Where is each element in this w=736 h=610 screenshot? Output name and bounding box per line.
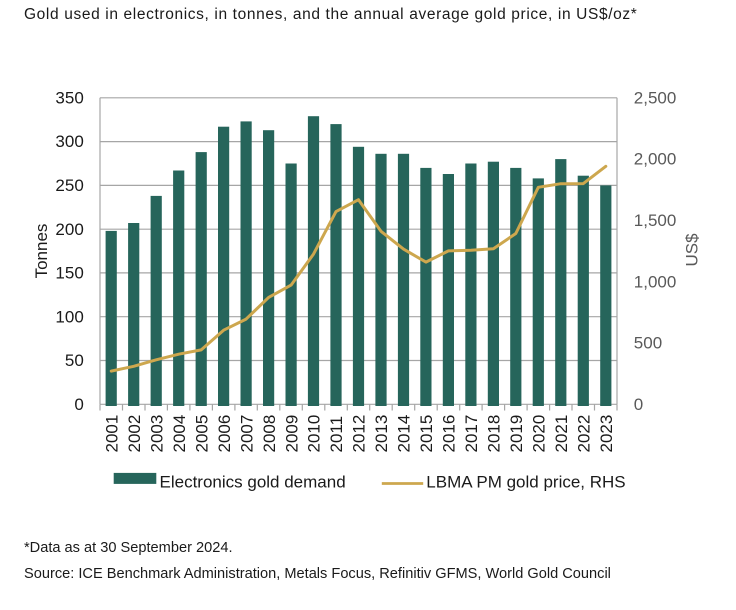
svg-text:300: 300 xyxy=(55,132,83,151)
svg-text:2013: 2013 xyxy=(372,415,391,453)
svg-text:2006: 2006 xyxy=(215,415,234,453)
svg-text:100: 100 xyxy=(55,307,83,326)
svg-text:2,500: 2,500 xyxy=(634,88,677,107)
svg-text:2023: 2023 xyxy=(597,415,616,453)
svg-text:2017: 2017 xyxy=(462,415,481,453)
svg-text:250: 250 xyxy=(55,176,83,195)
svg-text:LBMA PM gold price, RHS: LBMA PM gold price, RHS xyxy=(426,473,625,492)
svg-text:150: 150 xyxy=(55,264,83,283)
svg-text:0: 0 xyxy=(634,395,643,414)
svg-text:2020: 2020 xyxy=(530,415,549,453)
svg-text:2016: 2016 xyxy=(440,415,459,453)
svg-text:Tonnes: Tonnes xyxy=(32,224,51,279)
svg-text:200: 200 xyxy=(55,220,83,239)
svg-text:2015: 2015 xyxy=(417,415,436,453)
svg-text:2010: 2010 xyxy=(305,415,324,453)
svg-text:2012: 2012 xyxy=(350,415,369,453)
svg-text:2008: 2008 xyxy=(260,415,279,453)
svg-text:2005: 2005 xyxy=(192,415,211,453)
svg-text:1,000: 1,000 xyxy=(634,272,677,291)
svg-text:2011: 2011 xyxy=(327,416,346,453)
svg-text:1,500: 1,500 xyxy=(634,211,677,230)
svg-text:2007: 2007 xyxy=(237,415,256,453)
svg-text:2022: 2022 xyxy=(575,415,594,453)
svg-text:2003: 2003 xyxy=(147,415,166,453)
svg-text:2001: 2001 xyxy=(102,415,121,453)
svg-text:50: 50 xyxy=(65,351,84,370)
svg-text:US$: US$ xyxy=(682,233,701,267)
svg-text:Electronics gold demand: Electronics gold demand xyxy=(160,473,346,492)
svg-text:2009: 2009 xyxy=(282,415,301,453)
svg-text:2,000: 2,000 xyxy=(634,150,677,169)
svg-text:0: 0 xyxy=(74,395,83,414)
svg-text:2004: 2004 xyxy=(170,415,189,453)
svg-text:2019: 2019 xyxy=(507,415,526,453)
svg-text:500: 500 xyxy=(634,334,662,353)
svg-text:2021: 2021 xyxy=(552,415,571,453)
svg-text:2002: 2002 xyxy=(125,415,144,453)
svg-text:2018: 2018 xyxy=(485,415,504,453)
svg-text:2014: 2014 xyxy=(395,415,414,453)
svg-text:350: 350 xyxy=(55,88,83,107)
